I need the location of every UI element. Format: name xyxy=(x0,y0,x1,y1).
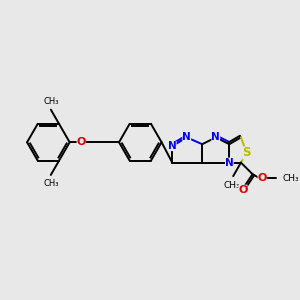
Text: N: N xyxy=(212,132,220,142)
Text: N: N xyxy=(168,141,177,151)
Text: CH₃: CH₃ xyxy=(283,174,299,183)
Text: CH₃: CH₃ xyxy=(224,181,241,190)
Text: O: O xyxy=(238,185,248,195)
Text: N: N xyxy=(225,158,234,168)
Text: O: O xyxy=(76,137,86,147)
Text: O: O xyxy=(257,173,267,183)
Text: CH₃: CH₃ xyxy=(43,97,58,106)
Text: CH₃: CH₃ xyxy=(43,179,58,188)
Text: S: S xyxy=(242,146,251,159)
Text: N: N xyxy=(182,132,191,142)
